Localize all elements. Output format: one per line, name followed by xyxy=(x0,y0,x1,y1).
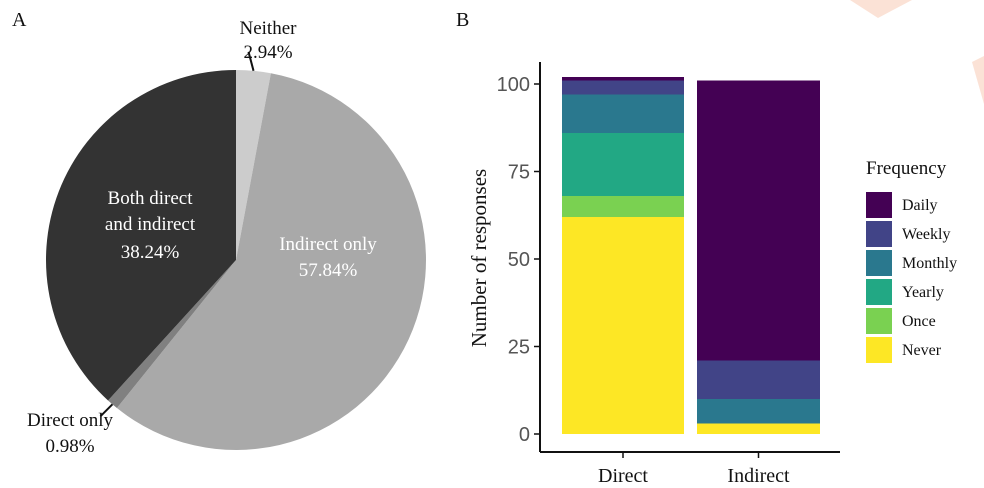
y-tick-label-100: 100 xyxy=(497,74,530,96)
legend-title: Frequency xyxy=(866,158,947,179)
legend-swatch-monthly xyxy=(866,250,892,276)
pie-slice-neither xyxy=(236,70,271,260)
legend-label-daily: Daily xyxy=(902,197,938,214)
legend-swatch-never xyxy=(866,337,892,363)
corner-accent-right xyxy=(972,56,984,104)
legend-label-once: Once xyxy=(902,313,936,330)
legend-swatch-yearly xyxy=(866,279,892,305)
legend-swatch-once xyxy=(866,308,892,334)
legend-label-weekly: Weekly xyxy=(902,226,950,243)
legend-swatch-daily xyxy=(866,192,892,218)
pie-label-both-line1: Both direct xyxy=(108,188,194,209)
legend-label-monthly: Monthly xyxy=(902,255,957,272)
pie-value-both: 38.24% xyxy=(121,242,180,263)
pie-label-direct-only: Direct only xyxy=(27,410,114,431)
bar-direct-never xyxy=(562,217,684,434)
pie-slice-indirect-only xyxy=(116,73,426,450)
pie-label-both-line2: and indirect xyxy=(105,214,196,235)
corner-accent-top xyxy=(850,0,912,18)
stacked-bar-chart: 0 25 50 75 100 Number of responses Direct Indir… xyxy=(467,62,840,487)
pie-slice-both-direct-and-indirect xyxy=(46,70,236,401)
bar-direct-monthly xyxy=(562,94,684,133)
bar-direct-daily xyxy=(562,77,684,81)
legend-swatch-weekly xyxy=(866,221,892,247)
bar-indirect-daily xyxy=(697,80,820,361)
panel-b-label: B xyxy=(456,9,469,31)
bar-direct-yearly xyxy=(562,133,684,196)
bar-direct-weekly xyxy=(562,80,684,95)
leader-line-direct-only xyxy=(99,403,114,418)
bar-indirect-never xyxy=(697,423,820,434)
y-tick-label-0: 0 xyxy=(519,424,530,446)
legend: Frequency Daily Weekly Monthly Yearly Once Nev… xyxy=(866,158,957,363)
pie-value-neither: 2.94% xyxy=(243,42,292,63)
y-tick-label-75: 75 xyxy=(508,162,530,184)
panel-a-label: A xyxy=(12,9,27,31)
y-axis-title: Number of responses xyxy=(467,169,491,347)
leader-line-neither xyxy=(247,51,255,72)
pie-value-indirect-only: 57.84% xyxy=(299,260,358,281)
y-tick-label-50: 50 xyxy=(508,249,530,271)
pie-value-direct-only: 0.98% xyxy=(45,436,94,457)
bar-indirect-monthly xyxy=(697,399,820,424)
pie-label-indirect-only: Indirect only xyxy=(279,234,377,255)
bar-indirect-weekly xyxy=(697,360,820,399)
legend-label-never: Never xyxy=(902,342,942,359)
pie-chart: Neither 2.94% Indirect only 57.84% Direct on… xyxy=(27,18,426,457)
pie-label-neither: Neither xyxy=(240,18,298,39)
pie-slice-direct-only xyxy=(108,260,236,409)
legend-label-yearly: Yearly xyxy=(902,284,944,301)
bar-direct-once xyxy=(562,196,684,217)
x-tick-label-indirect: Indirect xyxy=(727,465,790,487)
x-tick-label-direct: Direct xyxy=(598,465,648,487)
y-tick-label-25: 25 xyxy=(508,337,530,359)
